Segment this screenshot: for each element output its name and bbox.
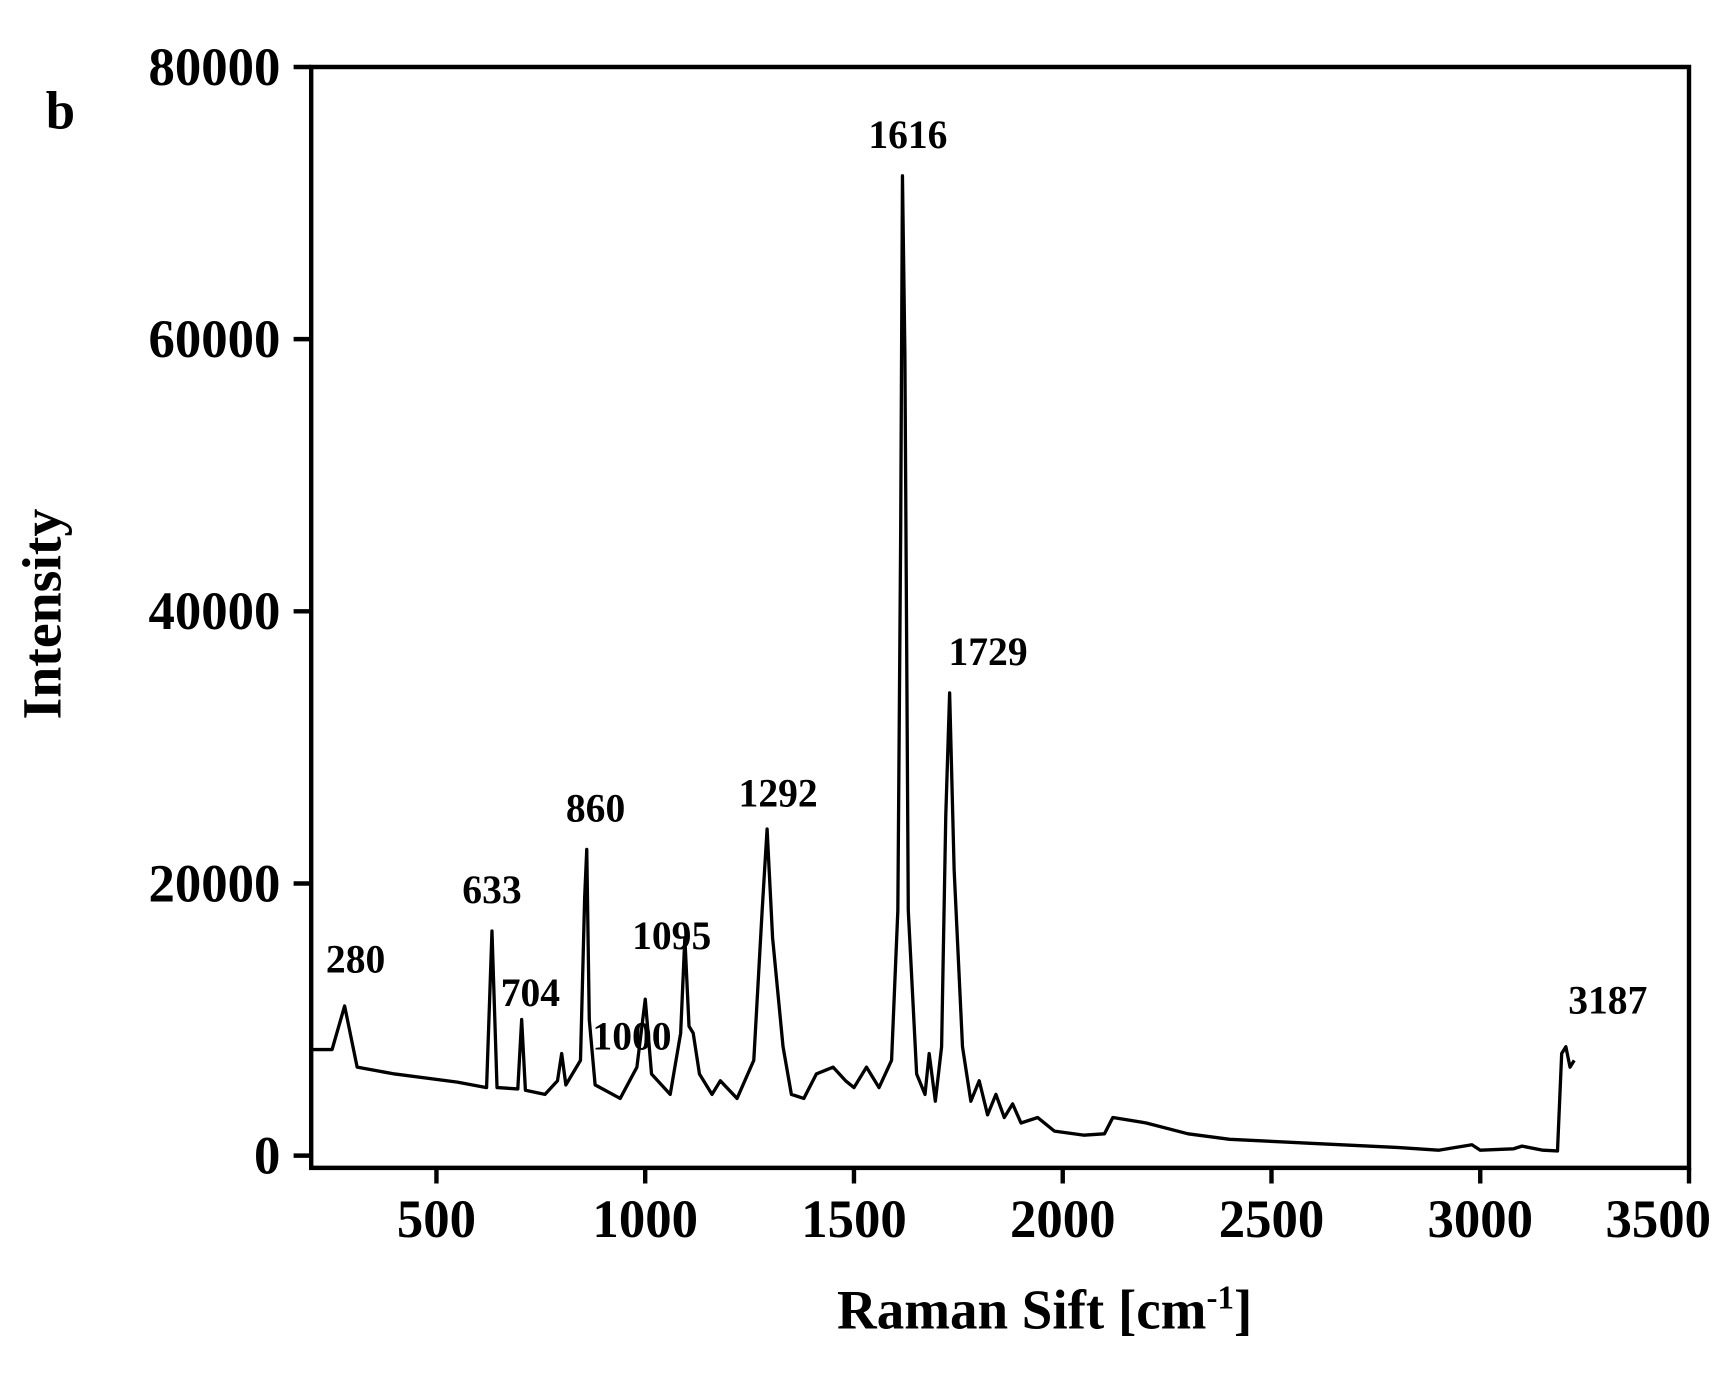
- peak-label: 860: [566, 785, 625, 830]
- x-tick-label: 2500: [1219, 1190, 1325, 1249]
- peak-label: 1729: [948, 629, 1027, 674]
- x-tick-label: 1000: [592, 1190, 698, 1249]
- y-axis-label: Intensity: [12, 508, 73, 719]
- x-label-text: Raman Sift [cm: [837, 1279, 1206, 1340]
- peak-label: 1095: [632, 913, 711, 958]
- y-tick-label: 80000: [148, 37, 280, 96]
- x-label-sup: -1: [1206, 1279, 1233, 1316]
- y-tick-label: 40000: [148, 582, 280, 641]
- y-tick-label: 0: [254, 1126, 280, 1185]
- panel-label: b: [46, 81, 75, 140]
- peak-label: 280: [326, 936, 385, 981]
- x-tick-label: 500: [397, 1190, 476, 1249]
- peak-label: 704: [501, 970, 560, 1015]
- x-tick-label: 1500: [801, 1190, 907, 1249]
- plot-frame: [308, 64, 1692, 1171]
- x-axis-label: Raman Sift [cm-1]: [837, 1279, 1252, 1340]
- x-tick-label: 3000: [1427, 1190, 1533, 1249]
- y-tick-label: 60000: [148, 310, 280, 369]
- peak-label: 1000: [592, 1013, 671, 1058]
- spectrum-line: [311, 174, 1576, 1153]
- peak-label: 1292: [739, 770, 818, 815]
- x-tick-label: 2000: [1010, 1190, 1116, 1249]
- x-label-tail: ]: [1234, 1279, 1252, 1340]
- x-tick-label: 3500: [1605, 1190, 1711, 1249]
- peak-label: 1616: [868, 112, 947, 157]
- peak-label: 633: [462, 867, 521, 912]
- y-tick-label: 20000: [148, 854, 280, 913]
- peak-label: 3187: [1568, 977, 1647, 1022]
